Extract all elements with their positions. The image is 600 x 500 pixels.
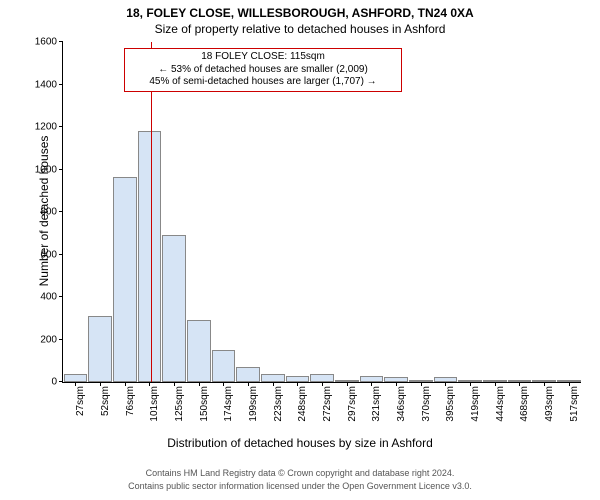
x-tick-mark [223, 382, 224, 386]
x-tick-label: 370sqm [421, 386, 432, 422]
x-tick-label: 272sqm [322, 386, 333, 422]
annotation-line-1: 18 FOLEY CLOSE: 115sqm [129, 51, 397, 64]
x-tick-label: 419sqm [470, 386, 481, 422]
bars-container [63, 42, 581, 382]
x-tick-mark [421, 382, 422, 386]
y-tick-label: 800 [40, 207, 63, 218]
x-tick-mark [347, 382, 348, 386]
x-tick-label: 517sqm [569, 386, 580, 422]
y-tick-label: 1200 [35, 122, 63, 133]
y-tick-mark [59, 381, 63, 382]
x-tick-mark [125, 382, 126, 386]
x-tick-label: 27sqm [75, 386, 86, 416]
attribution-line-2: Contains public sector information licen… [0, 481, 600, 491]
x-tick-mark [273, 382, 274, 386]
x-tick-label: 321sqm [371, 386, 382, 422]
histogram-bar [162, 235, 186, 382]
x-tick-mark [544, 382, 545, 386]
x-tick-label: 297sqm [347, 386, 358, 422]
x-axis-label: Distribution of detached houses by size … [0, 436, 600, 450]
y-tick-mark [59, 339, 63, 340]
x-tick-mark [470, 382, 471, 386]
x-tick-label: 125sqm [174, 386, 185, 422]
y-tick-mark [59, 296, 63, 297]
histogram-bar [236, 367, 260, 382]
histogram-bar [88, 316, 112, 382]
x-tick-label: 346sqm [396, 386, 407, 422]
annotation-line-3: 45% of semi-detached houses are larger (… [129, 76, 397, 89]
y-tick-label: 1000 [35, 164, 63, 175]
x-tick-label: 468sqm [519, 386, 530, 422]
histogram-bar [113, 177, 137, 382]
annotation-line-2: ← 53% of detached houses are smaller (2,… [129, 64, 397, 77]
x-tick-mark [248, 382, 249, 386]
plot-area: 0200400600800100012001400160027sqm52sqm7… [62, 42, 581, 383]
y-tick-label: 1600 [35, 37, 63, 48]
attribution-line-1: Contains HM Land Registry data © Crown c… [0, 468, 600, 478]
x-tick-mark [100, 382, 101, 386]
x-tick-label: 248sqm [297, 386, 308, 422]
x-tick-mark [297, 382, 298, 386]
x-tick-mark [396, 382, 397, 386]
x-tick-mark [199, 382, 200, 386]
x-tick-mark [371, 382, 372, 386]
x-tick-label: 174sqm [223, 386, 234, 422]
y-tick-mark [59, 254, 63, 255]
x-tick-mark [495, 382, 496, 386]
x-tick-label: 101sqm [149, 386, 160, 422]
x-tick-mark [322, 382, 323, 386]
histogram-bar [261, 374, 285, 383]
x-tick-mark [569, 382, 570, 386]
y-tick-label: 400 [40, 292, 63, 303]
x-tick-mark [445, 382, 446, 386]
y-tick-label: 600 [40, 249, 63, 260]
histogram-bar [64, 374, 88, 382]
histogram-bar [310, 374, 334, 383]
chart-subtitle: Size of property relative to detached ho… [0, 22, 600, 36]
x-tick-mark [149, 382, 150, 386]
y-tick-mark [59, 126, 63, 127]
x-tick-mark [75, 382, 76, 386]
x-tick-label: 150sqm [199, 386, 210, 422]
x-tick-label: 444sqm [495, 386, 506, 422]
y-tick-label: 200 [40, 334, 63, 345]
x-tick-label: 395sqm [445, 386, 456, 422]
y-tick-label: 1400 [35, 79, 63, 90]
y-tick-mark [59, 211, 63, 212]
histogram-bar [187, 320, 211, 382]
property-marker-line [151, 42, 152, 382]
y-tick-mark [59, 84, 63, 85]
histogram-bar [138, 131, 162, 382]
x-tick-label: 223sqm [273, 386, 284, 422]
chart-title: 18, FOLEY CLOSE, WILLESBOROUGH, ASHFORD,… [0, 6, 600, 20]
x-tick-label: 76sqm [125, 386, 136, 416]
x-tick-label: 199sqm [248, 386, 259, 422]
histogram-bar [212, 350, 236, 382]
y-tick-mark [59, 41, 63, 42]
annotation-box: 18 FOLEY CLOSE: 115sqm ← 53% of detached… [124, 48, 402, 92]
x-tick-label: 52sqm [100, 386, 111, 416]
x-tick-mark [174, 382, 175, 386]
x-tick-label: 493sqm [544, 386, 555, 422]
x-tick-mark [519, 382, 520, 386]
y-tick-mark [59, 169, 63, 170]
y-tick-label: 0 [51, 377, 63, 388]
